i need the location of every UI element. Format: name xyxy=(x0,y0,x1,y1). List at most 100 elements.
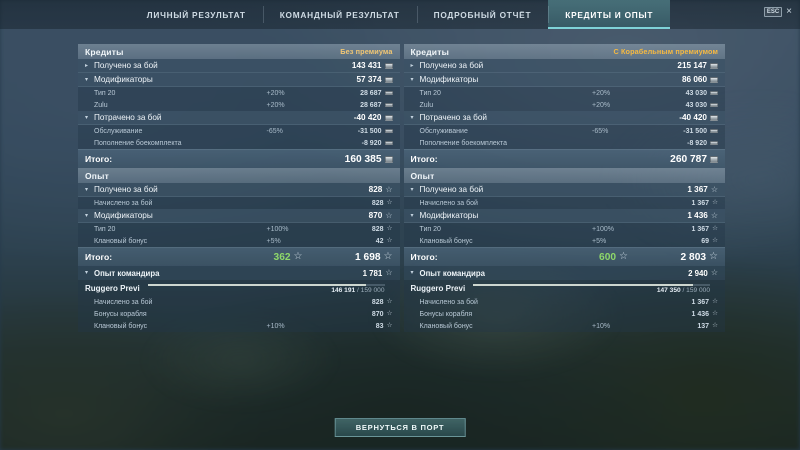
credits-icon xyxy=(384,62,393,69)
expand-arrow-icon[interactable]: ▸ xyxy=(85,62,89,69)
list-item: Пополнение боекомплекта -8 920 xyxy=(404,137,726,149)
free-xp-value: 600 xyxy=(599,251,617,263)
list-item: Клановый бонус +10% 137 ☆ xyxy=(404,320,726,332)
tab-2[interactable]: ПОДРОБНЫЙ ОТЧЁТ xyxy=(416,0,549,29)
panel-no-premium: Кредиты Без премиума ▸ Получено за бой 143 4… xyxy=(78,44,400,332)
commander-xp-row[interactable]: ▾ Опыт командира 1 781 ☆ xyxy=(78,266,400,280)
expand-arrow-icon[interactable]: ▾ xyxy=(85,114,89,121)
list-item: Обслуживание -65% -31 500 xyxy=(404,125,726,137)
list-item: Тип 20 +100% 828 ☆ xyxy=(78,223,400,235)
credits-earned-row[interactable]: ▸ Получено за бой 215 147 xyxy=(403,59,725,73)
expand-arrow-icon[interactable]: ▾ xyxy=(410,270,414,276)
expand-arrow-icon[interactable]: ▾ xyxy=(410,76,414,83)
list-item: Начислено за бой 1 367 ☆ xyxy=(404,296,726,308)
row-label: Итого: xyxy=(85,154,113,164)
row-label: Клановый бонус xyxy=(419,322,473,330)
credits-modifiers-row[interactable]: ▾ Модификаторы 86 060 xyxy=(403,73,725,87)
credits-rows: ▸ Получено за бой 215 147 ▾ Модификаторы 86 0… xyxy=(403,59,726,168)
credits-icon xyxy=(384,140,393,146)
xp-star-icon: ☆ xyxy=(386,309,393,317)
credits-icon xyxy=(384,114,393,121)
list-item: Тип 20 +100% 1 367 ☆ xyxy=(404,223,726,235)
row-value: 215 147 xyxy=(677,61,707,70)
credits-spent-row[interactable]: ▾ Потрачено за бой -40 420 xyxy=(403,111,725,125)
row-label: Обслуживание xyxy=(94,127,143,135)
expand-arrow-icon[interactable]: ▾ xyxy=(410,212,414,219)
xp-star-icon: ☆ xyxy=(386,198,393,206)
row-percent: +100% xyxy=(592,225,614,233)
list-item: Клановый бонус +10% 83 ☆ xyxy=(78,320,400,332)
list-item: Тип 20 +20% 43 030 xyxy=(404,87,726,99)
credits-total-row: Итого: 260 787 xyxy=(403,149,725,168)
esc-close-group[interactable]: ESC × xyxy=(763,6,792,17)
xp-modifiers-row[interactable]: ▾ Модификаторы 870 ☆ xyxy=(78,209,400,223)
list-item: Клановый бонус +5% 42 ☆ xyxy=(78,235,400,247)
credits-icon xyxy=(710,128,718,134)
list-item: Клановый бонус +5% 69 ☆ xyxy=(404,235,726,247)
row-label: Бонусы корабля xyxy=(419,310,473,318)
return-to-port-button[interactable]: Вернуться в порт xyxy=(334,418,466,437)
credits-section-header: Кредиты С Корабельным премиумом xyxy=(403,44,725,59)
row-label: Тип 20 xyxy=(94,89,116,97)
tab-0[interactable]: ЛИЧНЫЙ РЕЗУЛЬТАТ xyxy=(146,9,246,20)
list-item: Начислено за бой 1 367 ☆ xyxy=(404,197,726,209)
credits-icon xyxy=(384,90,393,96)
xp-earned-row[interactable]: ▾ Получено за бой 1 367 ☆ xyxy=(403,183,725,197)
commander-xp-row[interactable]: ▾ Опыт командира 2 940 ☆ xyxy=(403,266,725,280)
row-value: 1 436 xyxy=(687,211,708,220)
xp-total-row: Итого: 362 ☆ 1 698 ☆ xyxy=(78,247,400,266)
expand-arrow-icon[interactable]: ▾ xyxy=(410,186,414,193)
row-label: Модификаторы xyxy=(419,211,479,220)
row-value: 1 367 xyxy=(691,225,710,233)
expand-arrow-icon[interactable]: ▾ xyxy=(85,186,89,193)
xp-star-icon: ☆ xyxy=(619,251,628,262)
expand-arrow-icon[interactable]: ▾ xyxy=(85,76,89,83)
credits-modifiers-row[interactable]: ▾ Модификаторы 57 374 xyxy=(78,73,400,87)
row-percent: +5% xyxy=(266,237,281,245)
xp-star-icon: ☆ xyxy=(385,268,393,277)
tab-bar: ЛИЧНЫЙ РЕЗУЛЬТАТ КОМАНДНЫЙ РЕЗУЛЬТАТ ПОДРО… xyxy=(0,0,800,29)
row-value: 828 xyxy=(368,185,383,194)
credits-spent-row[interactable]: ▾ Потрачено за бой -40 420 xyxy=(78,111,400,125)
xp-star-icon: ☆ xyxy=(386,297,393,305)
list-item: Бонусы корабля 1 436 ☆ xyxy=(404,308,726,320)
expand-arrow-icon[interactable]: ▸ xyxy=(410,62,414,69)
close-icon[interactable]: × xyxy=(786,6,792,17)
row-value: 83 xyxy=(375,322,384,330)
row-label: Тип 20 xyxy=(419,89,441,97)
row-value: -40 420 xyxy=(353,113,382,122)
row-value: 42 xyxy=(375,237,384,245)
expand-arrow-icon[interactable]: ▾ xyxy=(85,212,89,219)
results-panels: Кредиты Без премиума ▸ Получено за бой 143 4… xyxy=(78,44,725,332)
tab-3[interactable]: КРЕДИТЫ И ОПЫТ xyxy=(548,0,671,29)
expand-arrow-icon[interactable]: ▾ xyxy=(85,270,89,276)
row-percent: +20% xyxy=(592,89,611,97)
row-value: 43 030 xyxy=(685,101,707,109)
row-percent: +10% xyxy=(592,322,611,330)
row-value: 1 698 xyxy=(355,251,381,263)
row-label: Опыт командира xyxy=(94,268,160,278)
row-label: Клановый бонус xyxy=(419,237,473,245)
xp-star-icon: ☆ xyxy=(712,236,718,244)
tab-1[interactable]: КОМАНДНЫЙ РЕЗУЛЬТАТ xyxy=(262,0,417,29)
row-value: 137 xyxy=(697,322,710,330)
commander-xp-progress-bar: 147 350 / 159 000 xyxy=(473,283,710,294)
xp-earned-row[interactable]: ▾ Получено за бой 828 ☆ xyxy=(78,183,400,197)
row-percent: +10% xyxy=(266,322,285,330)
row-label: Тип 20 xyxy=(94,225,116,233)
xp-star-icon: ☆ xyxy=(712,224,718,232)
credits-icon xyxy=(710,155,718,163)
expand-arrow-icon[interactable]: ▾ xyxy=(410,114,414,121)
row-label: Получено за бой xyxy=(94,185,158,194)
row-label: Потрачено за бой xyxy=(94,113,162,122)
commander-progress-row: Ruggero Previ 147 350 / 159 000 xyxy=(404,280,726,296)
row-value: 260 787 xyxy=(670,153,707,165)
list-item: Начислено за бой 828 ☆ xyxy=(78,197,400,209)
credits-earned-row[interactable]: ▸ Получено за бой 143 431 xyxy=(78,59,400,73)
xp-section-header: Опыт xyxy=(78,168,400,183)
row-value: 828 xyxy=(371,298,384,306)
row-label: Опыт командира xyxy=(419,268,485,278)
xp-modifiers-row[interactable]: ▾ Модификаторы 1 436 ☆ xyxy=(403,209,725,223)
credits-icon xyxy=(384,128,393,134)
